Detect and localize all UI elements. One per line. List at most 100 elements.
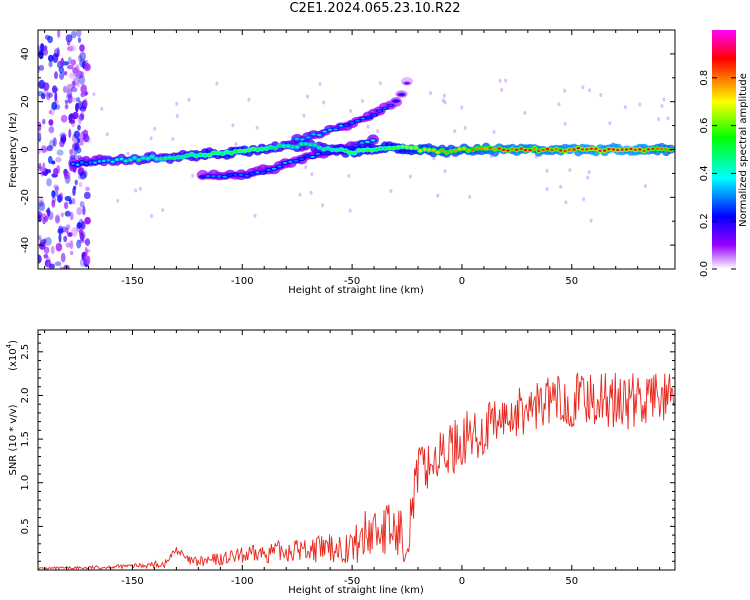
snr-multiplier-label: (x104) bbox=[5, 340, 19, 371]
main-ridge-core bbox=[374, 148, 379, 151]
main-ridge-core bbox=[361, 149, 365, 152]
main-ridge-core bbox=[317, 146, 322, 149]
noise-speck bbox=[161, 208, 165, 212]
main-ridge-core bbox=[150, 155, 154, 158]
snr-y-tick-label: 2.0 bbox=[20, 388, 31, 404]
main-ridge-core bbox=[497, 147, 502, 150]
noise-speck bbox=[84, 238, 91, 247]
colorbar-scale bbox=[712, 30, 736, 269]
noise-speck bbox=[441, 98, 445, 103]
noise-speck bbox=[57, 228, 64, 235]
noise-speck bbox=[59, 266, 64, 269]
noise-speck bbox=[70, 59, 76, 66]
x-tick-label: 50 bbox=[565, 276, 578, 287]
lower-branch-core bbox=[266, 168, 271, 172]
main-ridge-core bbox=[154, 157, 159, 161]
noise-speck bbox=[43, 246, 50, 254]
x-tick-label: -50 bbox=[344, 276, 360, 287]
snr-series-line bbox=[38, 372, 675, 570]
main-ridge-core bbox=[638, 148, 642, 151]
main-ridge-core bbox=[159, 157, 163, 161]
main-ridge-core bbox=[176, 155, 181, 159]
noise-speck bbox=[79, 258, 86, 267]
main-ridge-core bbox=[348, 151, 352, 154]
noise-speck bbox=[54, 215, 61, 224]
noise-speck bbox=[78, 114, 82, 125]
noise-speck bbox=[563, 88, 567, 93]
main-ridge-core bbox=[466, 149, 471, 152]
noise-speck bbox=[77, 37, 82, 43]
main-ridge-core bbox=[128, 158, 133, 162]
noise-speck bbox=[376, 129, 380, 134]
main-ridge-core bbox=[84, 162, 89, 166]
colorbar-tick-label: 0.8 bbox=[699, 70, 710, 86]
noise-speck bbox=[460, 105, 464, 110]
noise-speck bbox=[60, 137, 67, 142]
main-ridge-core bbox=[396, 146, 401, 149]
main-ridge-core bbox=[475, 147, 480, 150]
main-ridge-core bbox=[269, 146, 273, 149]
noise-speck bbox=[432, 156, 436, 161]
main-ridge-core bbox=[211, 151, 216, 155]
main-ridge-core bbox=[137, 158, 141, 162]
main-ridge-core bbox=[308, 143, 313, 146]
noise-speck bbox=[55, 214, 60, 223]
main-ridge-core bbox=[185, 154, 190, 157]
noise-speck bbox=[149, 136, 153, 141]
noise-speck bbox=[75, 146, 82, 154]
main-ridge-core bbox=[172, 156, 176, 160]
noise-speck bbox=[298, 192, 302, 197]
noise-speck bbox=[389, 189, 393, 193]
noise-speck bbox=[51, 101, 58, 111]
noise-speck bbox=[60, 57, 65, 68]
main-ridge-core bbox=[387, 146, 392, 150]
noise-speck bbox=[53, 184, 59, 190]
spectrogram-heatmap bbox=[38, 30, 675, 269]
noise-speck bbox=[38, 200, 44, 207]
main-ridge-core bbox=[291, 145, 295, 149]
main-ridge-core bbox=[594, 147, 598, 150]
noise-speck bbox=[231, 123, 235, 128]
noise-speck bbox=[48, 110, 53, 115]
lower-branch-core bbox=[238, 173, 244, 176]
noise-speck bbox=[60, 252, 66, 263]
noise-speck bbox=[51, 160, 56, 165]
noise-speck bbox=[587, 170, 591, 175]
noise-speck bbox=[55, 156, 62, 163]
snr-x-tick-label: -100 bbox=[231, 576, 254, 587]
noise-speck bbox=[310, 172, 314, 177]
noise-speck bbox=[80, 221, 86, 230]
noise-speck bbox=[55, 242, 63, 252]
noise-speck bbox=[78, 75, 86, 85]
noise-speck bbox=[322, 100, 326, 105]
noise-speck bbox=[77, 101, 84, 110]
snr-multiplier-text: (x10 bbox=[8, 348, 19, 371]
noise-speck bbox=[38, 121, 42, 132]
noise-speck bbox=[48, 126, 55, 134]
noise-speck bbox=[662, 97, 666, 102]
noise-speck bbox=[66, 46, 74, 52]
upper-branch-core bbox=[327, 128, 333, 131]
main-ridge-core bbox=[80, 161, 84, 164]
main-ridge-core bbox=[330, 148, 335, 152]
noise-speck bbox=[75, 97, 81, 103]
noise-speck bbox=[171, 137, 175, 142]
main-ridge-core bbox=[501, 148, 506, 152]
noise-speck bbox=[57, 194, 63, 203]
lower-branch-core bbox=[211, 175, 216, 178]
main-ridge-core bbox=[238, 149, 242, 153]
noise-speck bbox=[64, 210, 71, 217]
noise-speck bbox=[116, 198, 120, 203]
colorbar-tick-label: 0.2 bbox=[699, 213, 710, 229]
noise-speck bbox=[453, 129, 457, 134]
upper-branch-core bbox=[355, 120, 360, 122]
noise-speck bbox=[57, 30, 61, 38]
main-ridge-core bbox=[422, 148, 427, 151]
main-ridge-core bbox=[216, 151, 220, 155]
main-ridge-core bbox=[660, 147, 664, 151]
main-ridge-core bbox=[168, 156, 172, 159]
noise-speck bbox=[38, 148, 41, 155]
noise-speck bbox=[76, 207, 83, 216]
noise-speck bbox=[40, 145, 47, 154]
